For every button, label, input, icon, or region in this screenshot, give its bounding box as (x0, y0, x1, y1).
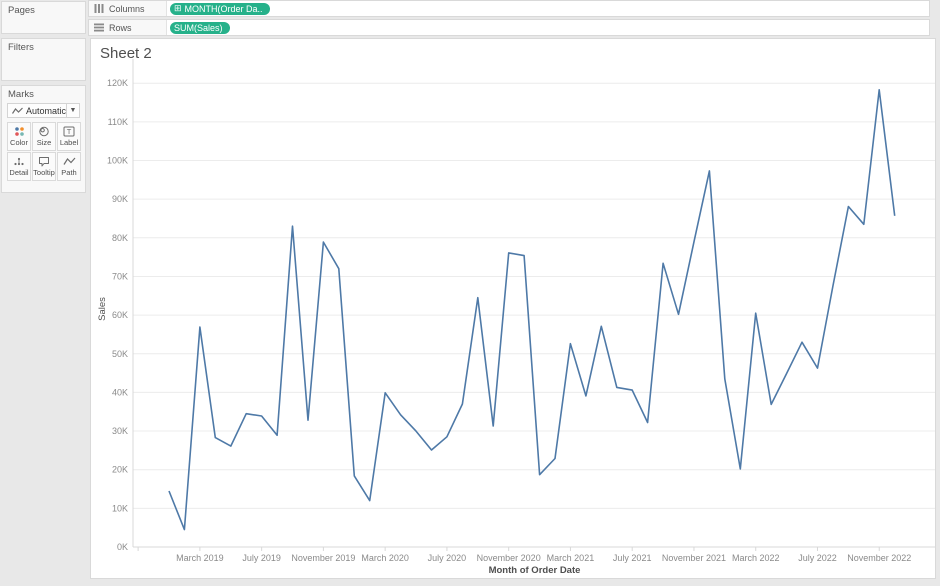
y-tick-label: 80K (112, 233, 128, 243)
label-button[interactable]: T Label (57, 122, 81, 151)
y-tick-label: 60K (112, 310, 128, 320)
rows-shelf-label: Rows (109, 22, 132, 33)
columns-shelf-field[interactable]: ⊞ MONTH(Order Da.. (166, 1, 929, 16)
columns-shelf-head: Columns (89, 4, 166, 14)
pages-shelf[interactable]: Pages (1, 1, 86, 34)
mark-type-dropdown[interactable]: Automatic ▼ (7, 103, 80, 118)
svg-text:T: T (67, 127, 72, 136)
color-button[interactable]: Color (7, 122, 31, 151)
y-tick-label: 110K (108, 117, 128, 127)
tooltip-button[interactable]: Tooltip (32, 152, 56, 181)
x-tick-label: July 2022 (798, 553, 837, 563)
columns-shelf-label: Columns (109, 3, 145, 14)
path-button[interactable]: Path (57, 152, 81, 181)
x-tick-label: July 2020 (428, 553, 467, 563)
size-button[interactable]: Size (32, 122, 56, 151)
y-tick-label: 50K (112, 349, 128, 359)
y-tick-label: 0K (117, 542, 128, 552)
size-circles-icon (39, 126, 49, 137)
detail-button[interactable]: Detail (7, 152, 31, 181)
x-tick-label: July 2021 (613, 553, 652, 563)
sheet-canvas: Sheet 2 0K 10K 20K 30K 40K 50K 60K 70K 80K 90K 100… (90, 38, 936, 579)
columns-pill-label: MONTH(Order Da.. (184, 3, 263, 14)
rows-pill-label: SUM(Sales) (174, 22, 223, 33)
color-dots-icon (14, 127, 24, 136)
filters-label: Filters (8, 42, 34, 53)
rows-pill-sum-sales[interactable]: SUM(Sales) (170, 21, 230, 34)
y-tick-label: 40K (112, 387, 128, 397)
label-t-icon: T (63, 126, 75, 137)
x-tick-label: March 2022 (732, 553, 780, 563)
y-tick-label: 30K (112, 426, 128, 436)
path-line-icon (62, 157, 75, 165)
x-tick-label: November 2022 (847, 553, 911, 563)
y-axis-title: Sales (97, 297, 108, 321)
expand-plus-icon[interactable]: ⊞ (174, 3, 182, 13)
x-tick-label: November 2021 (662, 553, 726, 563)
chevron-down-icon[interactable]: ▼ (66, 104, 79, 117)
columns-icon (94, 4, 104, 13)
detail-dots-icon (14, 157, 24, 166)
x-tick-label: March 2019 (176, 553, 224, 563)
sales-line-mark[interactable] (168, 88, 896, 531)
x-tick-label: November 2020 (477, 553, 541, 563)
mark-type-value: Automatic (26, 105, 67, 116)
sales-line-chart: 0K 10K 20K 30K 40K 50K 60K 70K 80K 90K 100K 110K 120… (97, 59, 935, 576)
line-mark-icon (12, 107, 23, 114)
x-axis-title: Month of Order Date (489, 565, 581, 576)
columns-pill-month-order-date[interactable]: ⊞ MONTH(Order Da.. (170, 2, 270, 15)
y-tick-label: 120K (107, 78, 128, 88)
x-tick-label: March 2020 (361, 553, 409, 563)
marks-label: Marks (8, 89, 34, 100)
rows-shelf: Rows SUM(Sales) (88, 19, 930, 36)
y-tick-label: 90K (112, 194, 128, 204)
sheet-title: Sheet 2 (100, 45, 152, 62)
tooltip-bubble-icon (39, 157, 49, 167)
columns-shelf: Columns ⊞ MONTH(Order Da.. (88, 0, 930, 17)
rows-shelf-field[interactable]: SUM(Sales) (166, 20, 929, 35)
y-tick-label: 10K (112, 503, 128, 513)
marks-card: Marks Automatic ▼ Color Size T (1, 85, 86, 193)
pages-label: Pages (8, 5, 35, 16)
filters-shelf[interactable]: Filters (1, 38, 86, 81)
y-tick-label: 20K (112, 465, 128, 475)
marks-buttons: Color Size T Label Detail (7, 122, 81, 181)
y-tick-label: 100K (107, 156, 128, 166)
x-tick-label: November 2019 (291, 553, 355, 563)
rows-icon (94, 23, 104, 32)
x-tick-label: July 2019 (242, 553, 281, 563)
y-tick-label: 70K (112, 271, 128, 281)
x-tick-label: March 2021 (547, 553, 595, 563)
rows-shelf-head: Rows (89, 23, 166, 33)
